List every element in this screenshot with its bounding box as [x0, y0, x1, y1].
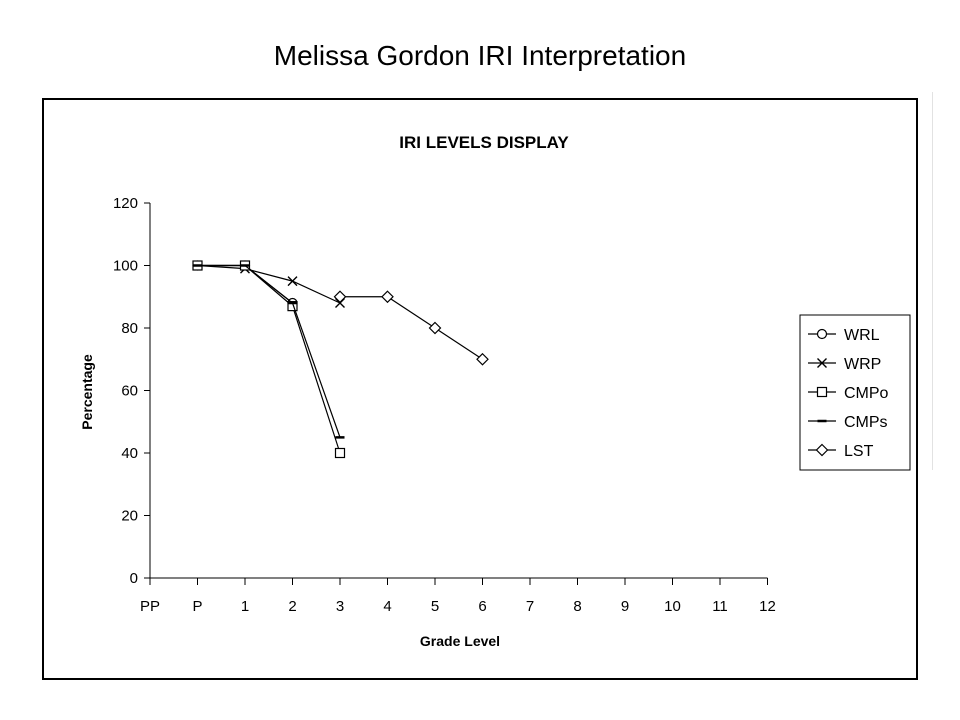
iri-levels-chart: IRI LEVELS DISPLAY Percentage Grade Leve…	[79, 133, 911, 649]
data-point-lst	[428, 321, 442, 335]
x-tick-label: 5	[431, 598, 439, 615]
y-tick-label: 60	[121, 383, 138, 400]
legend-item-wrp: WRP	[808, 356, 881, 373]
series-line-cmps	[197, 264, 341, 438]
data-point-cmpo	[287, 301, 298, 312]
series-line-wrl	[197, 264, 293, 304]
legend-label: CMPo	[844, 385, 889, 402]
data-point-lst	[333, 290, 347, 304]
x-tick-label: P	[192, 598, 202, 615]
x-tick-label: 2	[288, 598, 296, 615]
x-tick-label: 6	[478, 598, 486, 615]
edge-line	[932, 92, 933, 470]
legend-label: CMPs	[844, 414, 888, 431]
x-tick-label: 3	[336, 598, 344, 615]
legend-item-wrl: WRL	[808, 327, 880, 344]
page-title: Melissa Gordon IRI Interpretation	[273, 40, 687, 71]
chart-frame: IRI LEVELS DISPLAY Percentage Grade Leve…	[42, 98, 918, 680]
legend-label: WRP	[844, 356, 881, 373]
y-tick-label: 20	[121, 508, 138, 525]
series-line-lst	[340, 296, 483, 360]
y-tick-label: 100	[113, 258, 138, 275]
y-axis-label: Percentage	[79, 354, 95, 430]
y-tick-label: 120	[113, 195, 138, 212]
data-point-lst	[476, 352, 489, 366]
x-tick-label: 12	[759, 598, 776, 615]
series-cmpo	[192, 260, 346, 459]
legend: WRL WRP CMPo CMPs LST	[799, 314, 911, 471]
series-lst	[333, 290, 489, 366]
legend-item-cmps: CMPs	[808, 414, 888, 431]
legend-label: WRL	[844, 327, 880, 344]
x-tick-label: 10	[664, 598, 681, 615]
x-tick-label: 1	[241, 598, 249, 615]
series-layer	[192, 260, 489, 459]
data-point-lst	[381, 290, 394, 304]
legend-marker	[816, 328, 828, 340]
y-tick-label: 0	[130, 570, 138, 587]
data-point-wrp	[287, 276, 298, 287]
legend-label: LST	[844, 443, 874, 460]
legend-marker	[816, 386, 828, 398]
data-point-cmpo	[334, 447, 346, 459]
x-tick-label: 4	[383, 598, 391, 615]
y-tick-label: 40	[121, 445, 138, 462]
chart-title: IRI LEVELS DISPLAY	[399, 133, 569, 152]
legend-marker	[815, 443, 829, 457]
legend-marker	[817, 358, 827, 368]
x-tick-label: PP	[140, 598, 160, 615]
series-line-wrp	[197, 264, 341, 304]
x-tick-label: 7	[526, 598, 534, 615]
x-tick-label: 11	[712, 598, 728, 615]
legend-item-cmpo: CMPo	[808, 385, 889, 402]
legend-item-lst: LST	[808, 443, 874, 460]
x-tick-label: 8	[573, 598, 581, 615]
series-cmps	[193, 264, 345, 439]
x-tick-label: 9	[621, 598, 629, 615]
x-axis-label: Grade Level	[420, 633, 500, 649]
y-tick-label: 80	[121, 320, 138, 337]
